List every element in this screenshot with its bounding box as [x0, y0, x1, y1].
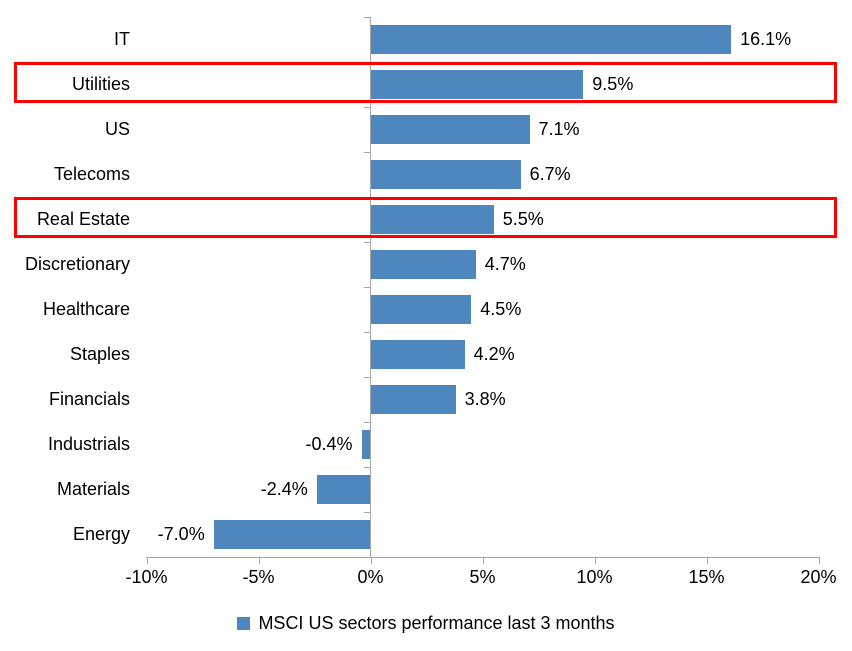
y-tick — [364, 332, 371, 333]
x-tick — [707, 557, 708, 564]
value-label: 6.7% — [529, 164, 571, 184]
category-label: Real Estate — [36, 209, 130, 229]
x-tick-label: -10% — [125, 567, 168, 587]
legend: MSCI US sectors performance last 3 month… — [0, 609, 852, 637]
x-tick — [259, 557, 260, 564]
x-tick — [595, 557, 596, 564]
x-tick — [147, 557, 148, 564]
category-label: Staples — [69, 344, 130, 364]
category-label: Financials — [48, 389, 130, 409]
bar — [370, 25, 732, 54]
y-tick — [364, 422, 371, 423]
x-axis-line — [146, 557, 819, 558]
bar — [316, 475, 371, 504]
x-tick — [371, 557, 372, 564]
y-tick — [364, 377, 371, 378]
category-label: Telecoms — [53, 164, 130, 184]
y-tick — [364, 467, 371, 468]
value-label: 7.1% — [538, 119, 580, 139]
value-label: 4.5% — [480, 299, 522, 319]
x-tick-label: 0% — [357, 567, 384, 587]
bar — [370, 340, 465, 369]
bar — [213, 520, 371, 549]
y-tick — [364, 287, 371, 288]
y-tick — [364, 17, 371, 18]
legend-square-icon — [237, 616, 251, 630]
y-tick — [364, 242, 371, 243]
category-label: Materials — [56, 479, 130, 499]
value-label: 3.8% — [464, 389, 506, 409]
value-label: 5.5% — [502, 209, 544, 229]
category-label: IT — [114, 29, 130, 49]
legend-label: MSCI US sectors performance last 3 month… — [258, 612, 615, 633]
x-tick-label: -5% — [242, 567, 275, 587]
bar — [370, 115, 530, 144]
y-tick — [364, 152, 371, 153]
bar — [370, 205, 494, 234]
value-label: 9.5% — [592, 74, 634, 94]
bar — [361, 430, 371, 459]
category-label: Utilities — [71, 74, 130, 94]
x-tick — [483, 557, 484, 564]
y-tick — [364, 107, 371, 108]
x-tick-label: 15% — [688, 567, 725, 587]
bar — [370, 250, 476, 279]
category-label: US — [104, 119, 130, 139]
value-label: 4.7% — [484, 254, 526, 274]
category-label: Industrials — [47, 434, 130, 454]
highlight-box — [14, 197, 837, 238]
value-label: 16.1% — [740, 29, 792, 49]
bar — [370, 70, 584, 99]
value-label: -7.0% — [157, 524, 205, 544]
value-label: -0.4% — [305, 434, 353, 454]
category-label: Healthcare — [42, 299, 130, 319]
category-label: Energy — [72, 524, 130, 544]
bar — [370, 385, 456, 414]
category-label: Discretionary — [24, 254, 130, 274]
x-tick-label: 20% — [800, 567, 837, 587]
y-tick — [364, 512, 371, 513]
highlight-box — [14, 62, 837, 103]
x-tick-label: 5% — [469, 567, 496, 587]
value-label: 4.2% — [473, 344, 515, 364]
value-label: -2.4% — [260, 479, 308, 499]
bar — [370, 295, 472, 324]
x-tick — [819, 557, 820, 564]
bar — [370, 160, 521, 189]
x-tick-label: 10% — [576, 567, 613, 587]
